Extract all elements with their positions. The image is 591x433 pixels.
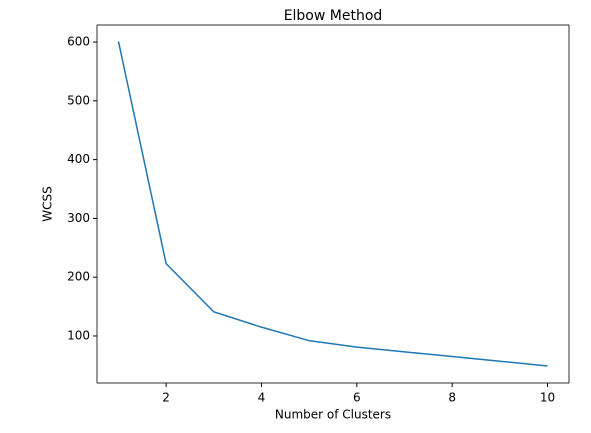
data-line: [117, 41, 548, 367]
x-tick-label: 8: [448, 391, 456, 405]
x-tick-label: 4: [258, 391, 266, 405]
x-axis-label: Number of Clusters: [275, 408, 391, 422]
x-tick-label: 2: [162, 391, 170, 405]
y-tick-label: 200: [67, 270, 90, 284]
y-tick-label: 100: [67, 328, 90, 342]
plot-frame: [96, 24, 570, 384]
chart-title: Elbow Method: [284, 8, 383, 24]
y-tick-label: 300: [67, 211, 90, 225]
y-tick-label: 400: [67, 152, 90, 166]
y-axis-label: WCSS: [41, 186, 55, 221]
x-tick-label: 6: [353, 391, 361, 405]
y-tick-label: 500: [67, 93, 90, 107]
x-tick-label: 10: [540, 391, 555, 405]
y-tick-label: 600: [67, 35, 90, 49]
